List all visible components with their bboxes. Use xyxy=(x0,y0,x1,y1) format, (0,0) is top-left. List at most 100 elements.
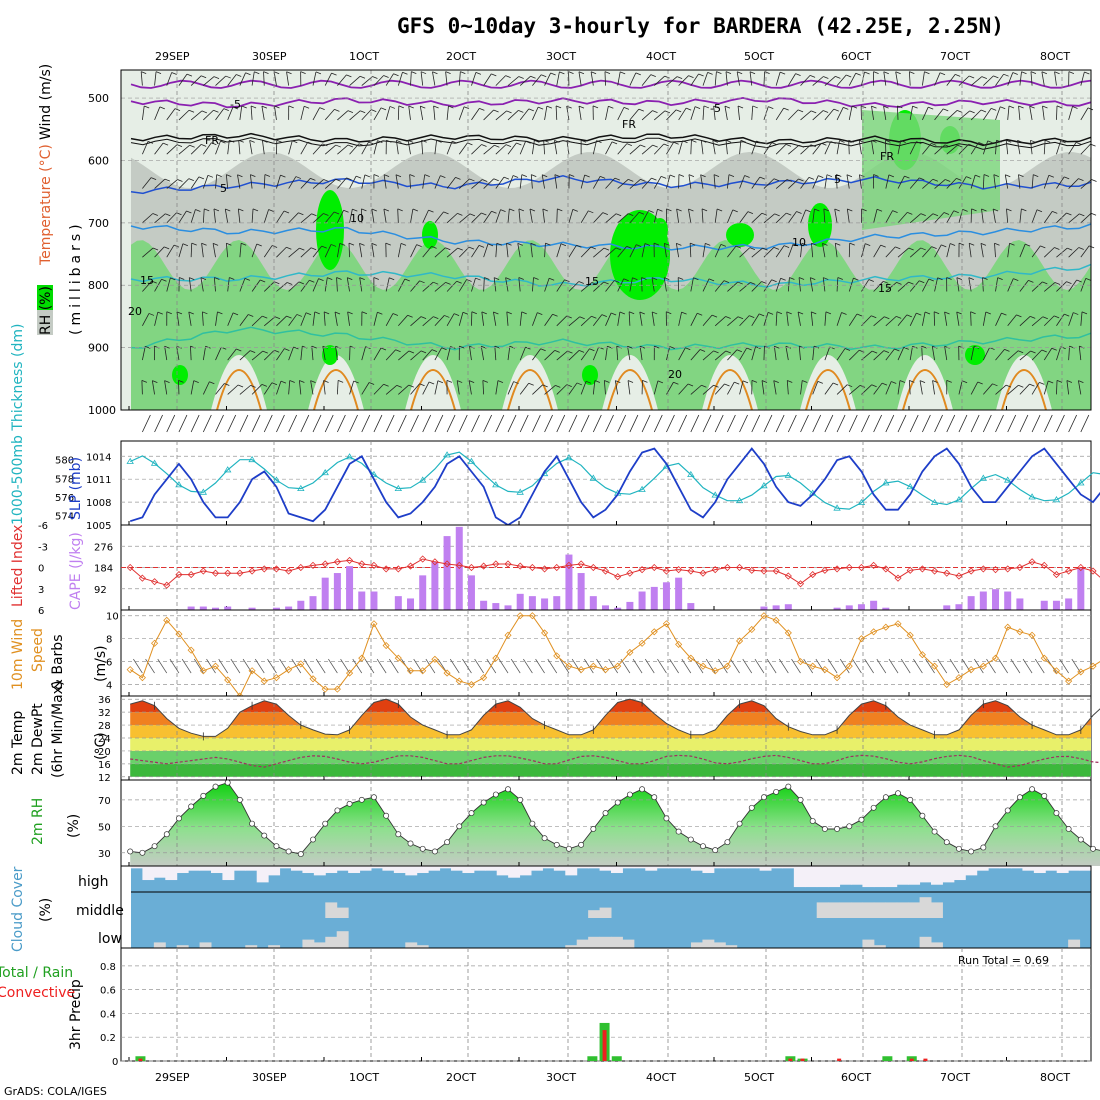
wind-barb-flag xyxy=(774,213,780,217)
bottom-axis-label: 8OCT xyxy=(1040,1071,1070,1084)
wind-barb xyxy=(713,105,716,120)
wind-barb-flag xyxy=(1060,140,1066,144)
wind-barb xyxy=(519,108,530,121)
lifted-index-line-marker xyxy=(272,565,281,573)
wind10-barb xyxy=(510,658,521,674)
wind-barb xyxy=(312,311,316,326)
wind10-barb xyxy=(328,658,338,674)
wind-barb-flag xyxy=(1081,311,1088,315)
wind-barb-flag xyxy=(814,208,820,212)
wind-barb-flag xyxy=(201,242,207,246)
wind-barb xyxy=(249,174,253,189)
wind10-line-marker xyxy=(760,612,768,620)
wind-barb xyxy=(164,346,168,361)
rh2m-line-marker xyxy=(931,828,938,835)
wind-barb-flag xyxy=(436,139,442,143)
upper-panel-frame xyxy=(120,69,1092,411)
cloud-low-bar xyxy=(1068,939,1081,948)
wind-barb-flag xyxy=(323,380,329,383)
axis-label-2mtemp: 2m Temp xyxy=(10,711,26,775)
wind-barb xyxy=(775,107,785,121)
wind-barb-flag xyxy=(701,139,707,143)
wind-barb-flag xyxy=(1033,174,1039,177)
wind-barb-flag xyxy=(728,174,735,177)
wind-barb xyxy=(908,380,911,395)
cape-bar xyxy=(760,606,768,610)
wind-barb xyxy=(544,106,548,120)
wind-barb-flag xyxy=(188,178,194,181)
cloud-high-bar xyxy=(542,866,555,869)
axis-label-2mrh: 2m RH xyxy=(30,798,46,845)
wind-barb-flag xyxy=(545,242,551,246)
wind-barb xyxy=(676,208,680,223)
wind10-barb xyxy=(523,658,533,674)
surface-wind-barb xyxy=(580,414,590,433)
wind-barb-flag xyxy=(309,279,315,283)
wind-barb-flag xyxy=(600,175,606,179)
lifted-index-line-marker xyxy=(443,560,451,568)
rh2m-line-marker xyxy=(809,818,816,824)
wind-barb-flag xyxy=(705,242,711,246)
wind-barb xyxy=(471,72,477,86)
wind-barb xyxy=(701,208,704,223)
thickness-line-marker xyxy=(1028,493,1036,500)
thickness-line-marker xyxy=(516,488,524,495)
wind-barb xyxy=(773,346,777,361)
wind-barb-flag xyxy=(924,311,931,315)
wind-barb-flag xyxy=(931,246,937,250)
wind-barb-flag xyxy=(1054,282,1061,285)
wind-barb xyxy=(251,208,254,223)
wind-barb-flag xyxy=(652,144,658,148)
wind-barb-flag xyxy=(232,312,239,316)
wind-barb xyxy=(727,245,737,258)
wind-barb-flag xyxy=(614,177,621,181)
wind-barb-flag xyxy=(254,71,260,75)
wind-barb-flag xyxy=(248,314,254,317)
wind-barb-flag xyxy=(1088,245,1095,249)
wind-barb-flag xyxy=(343,209,349,213)
wind-barb-flag xyxy=(919,177,925,181)
wind-barb-flag xyxy=(150,177,157,180)
wind-barb-flag xyxy=(528,382,534,386)
wind-barb xyxy=(605,141,613,155)
wind-barb xyxy=(946,110,958,121)
cloud-mid-bar xyxy=(839,902,852,918)
wind-barb xyxy=(1068,247,1080,258)
wind-barb xyxy=(835,174,838,189)
wind-barb-flag xyxy=(346,74,352,78)
lifted-index-line-marker xyxy=(333,558,341,566)
wind-barb-flag xyxy=(424,174,430,178)
surface-wind-barb xyxy=(337,414,346,433)
axis-label-slp: SLP (mb) xyxy=(68,457,84,520)
rh-dry-plume xyxy=(602,355,658,410)
wind-barb-flag xyxy=(752,105,758,109)
wind-barb xyxy=(651,311,655,326)
wind10-barb xyxy=(925,658,935,674)
wind-barb-flag xyxy=(833,108,839,112)
wind-barb xyxy=(614,380,619,395)
wind-barb xyxy=(982,347,990,361)
wind-barb-flag xyxy=(383,174,390,178)
wind-barb-flag xyxy=(289,380,295,383)
wind-barb xyxy=(434,211,444,224)
wind-barb-flag xyxy=(638,211,645,215)
wind-barb xyxy=(310,380,314,395)
wind10-line-marker xyxy=(687,654,695,662)
wind-barb-flag xyxy=(292,140,298,144)
rh2m-line-marker xyxy=(151,843,158,850)
cloud-high-bar xyxy=(211,866,223,874)
wind-barb-flag xyxy=(141,380,148,383)
wind-barb-flag xyxy=(432,71,438,75)
wind-barb-flag xyxy=(907,211,913,215)
wind-barb xyxy=(410,350,422,361)
wind-barb-flag xyxy=(274,349,280,353)
wind-barb-flag xyxy=(271,382,278,386)
wind-barb xyxy=(348,243,350,258)
wind-barb-flag xyxy=(189,277,195,280)
precip-total-bar xyxy=(611,1056,622,1061)
wind-barb xyxy=(166,244,175,258)
rh2m-line-marker xyxy=(968,848,975,855)
wind-barb-flag xyxy=(1018,105,1024,109)
precip-convective-bar xyxy=(800,1058,805,1061)
wind-barb xyxy=(775,144,787,155)
